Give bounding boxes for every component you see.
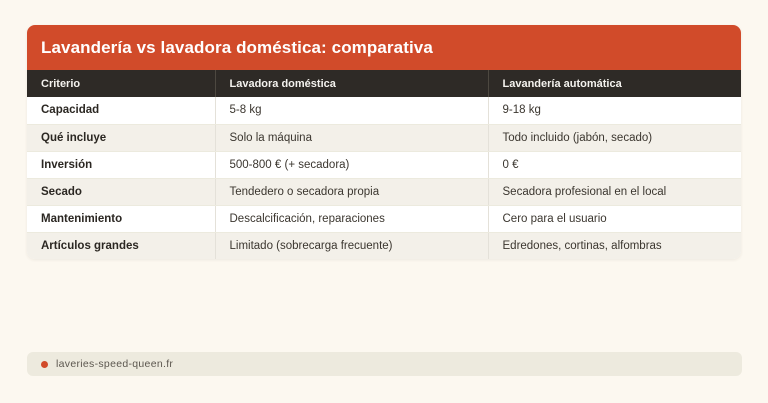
cell-criterion: Mantenimiento bbox=[27, 205, 216, 233]
cell-laundromat: Cero para el usuario bbox=[488, 205, 741, 233]
table-row: Qué incluye Solo la máquina Todo incluid… bbox=[27, 124, 741, 152]
cell-domestic: 500-800 € (+ secadora) bbox=[215, 151, 489, 179]
cell-criterion: Artículos grandes bbox=[27, 232, 216, 259]
cell-domestic: Limitado (sobrecarga frecuente) bbox=[215, 232, 489, 259]
cell-laundromat: 0 € bbox=[488, 151, 741, 179]
cell-criterion: Secado bbox=[27, 178, 216, 206]
cell-laundromat: Secadora profesional en el local bbox=[488, 178, 741, 206]
comparison-card: Lavandería vs lavadora doméstica: compar… bbox=[27, 25, 741, 259]
cell-domestic: Tendedero o secadora propia bbox=[215, 178, 489, 206]
table-row: Artículos grandes Limitado (sobrecarga f… bbox=[27, 232, 741, 259]
cell-laundromat: Edredones, cortinas, alfombras bbox=[488, 232, 741, 259]
cell-criterion: Inversión bbox=[27, 151, 216, 179]
cell-domestic: 5-8 kg bbox=[215, 97, 489, 125]
table-row: Secado Tendedero o secadora propia Secad… bbox=[27, 178, 741, 206]
table-row: Mantenimiento Descalcificación, reparaci… bbox=[27, 205, 741, 233]
cell-laundromat: Todo incluido (jabón, secado) bbox=[488, 124, 741, 152]
card-title-bar: Lavandería vs lavadora doméstica: compar… bbox=[27, 25, 741, 70]
column-header-domestic: Lavadora doméstica bbox=[215, 70, 489, 97]
cell-domestic: Descalcificación, reparaciones bbox=[215, 205, 489, 233]
column-header-laundromat: Lavandería automática bbox=[488, 70, 741, 97]
page-title: Lavandería vs lavadora doméstica: compar… bbox=[41, 37, 433, 57]
bullet-dot-icon bbox=[41, 360, 48, 368]
source-footer-bar: laveries-speed-queen.fr bbox=[27, 352, 742, 376]
source-url: laveries-speed-queen.fr bbox=[56, 358, 174, 370]
cell-criterion: Capacidad bbox=[27, 97, 216, 125]
cell-laundromat: 9-18 kg bbox=[488, 97, 741, 125]
table-row: Inversión 500-800 € (+ secadora) 0 € bbox=[27, 151, 741, 179]
comparison-table: Criterio Lavadora doméstica Lavandería a… bbox=[27, 70, 741, 259]
cell-domestic: Solo la máquina bbox=[215, 124, 489, 152]
table-header-row: Criterio Lavadora doméstica Lavandería a… bbox=[27, 70, 741, 97]
table-row: Capacidad 5-8 kg 9-18 kg bbox=[27, 97, 741, 125]
cell-criterion: Qué incluye bbox=[27, 124, 216, 152]
column-header-criterion: Criterio bbox=[27, 70, 216, 97]
